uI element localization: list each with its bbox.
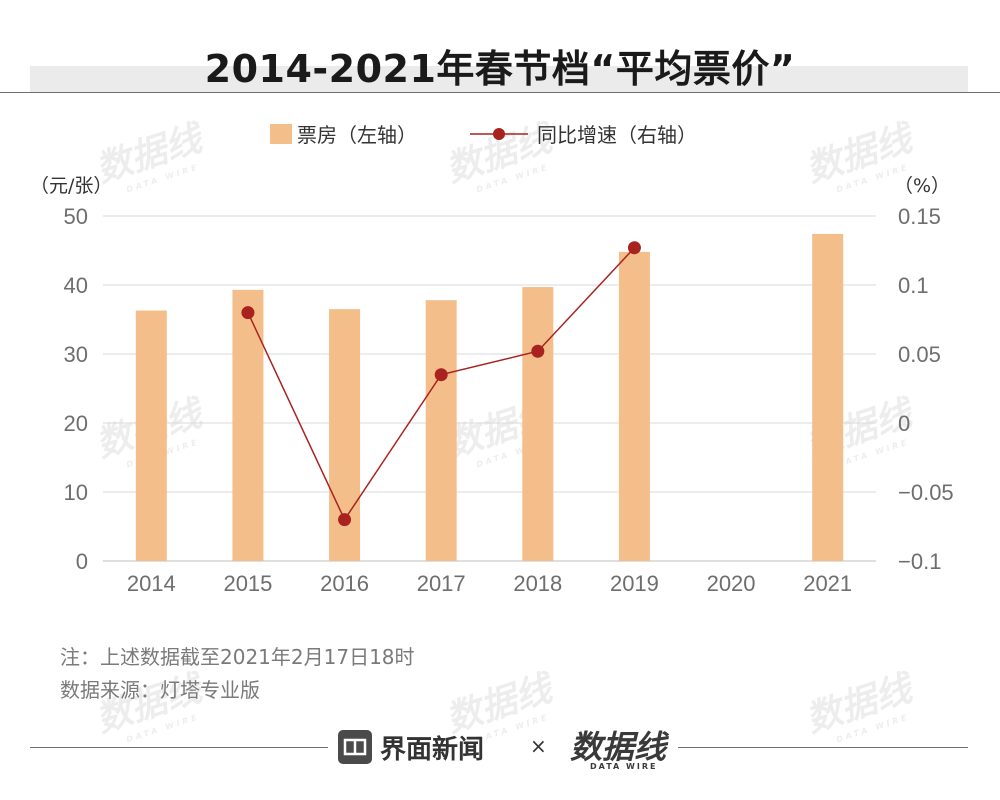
title-rule [0,92,1000,93]
footer-brand-datawire-sub: DATA WIRE [590,762,658,771]
x-axis-tick-label: 2018 [513,571,562,596]
bar-layer [135,233,844,561]
x-axis-tick-label: 2020 [707,571,756,596]
growth-point-2017 [434,368,448,382]
legend-line-marker [493,128,505,140]
bar-2019 [618,251,650,561]
growth-point-2019 [627,241,641,255]
x-axis-tick-label: 2021 [803,571,852,596]
bar-2015 [232,289,264,561]
right-axis-tick-label: 0.05 [898,342,941,367]
right-axis-unit: （%） [894,175,950,197]
left-axis-tick-label: 50 [64,204,88,229]
notes: 注：上述数据截至2021年2月17日18时 数据来源：灯塔专业版 [60,641,415,707]
legend-bar-swatch [270,124,292,144]
tick-layer: 0 10 20 30 40 50 −0.1 −0.05 0 0.05 0.1 0.15 2014 2015… [64,204,954,596]
line-layer [241,241,641,527]
left-axis-tick-label: 40 [64,273,88,298]
footer-brand-jiemian: 界面新闻 [380,735,485,765]
left-axis-tick-label: 30 [64,342,88,367]
source-line: 数据来源：灯塔专业版 [60,678,260,702]
legend-line-label: 同比增速（右轴） [537,123,697,147]
growth-point-2016 [338,513,352,527]
footer-times-sign: × [530,734,547,758]
grid-layer [103,215,876,562]
right-axis-tick-label: −0.05 [898,480,954,505]
right-axis-tick-label: 0.15 [898,204,941,229]
bar-2014 [135,310,167,561]
left-axis-unit: （元/张） [30,175,112,197]
x-axis-tick-label: 2016 [320,571,369,596]
growth-point-2018 [531,344,545,358]
legend: 票房（左轴） 同比增速（右轴） [270,123,697,147]
x-axis-tick-label: 2017 [417,571,466,596]
footer-divider-left [30,747,328,748]
footer-brand-datawire: 数据线 [570,728,667,766]
right-axis-tick-label: 0 [898,411,910,436]
bar-2017 [425,300,457,561]
right-axis-tick-label: −0.1 [898,549,941,574]
x-axis-tick-label: 2019 [610,571,659,596]
left-axis-tick-label: 0 [76,549,88,574]
left-axis-tick-label: 20 [64,411,88,436]
jiemian-logo-icon [338,730,372,764]
chart-title: 2014-2021年春节档“平均票价” [204,47,796,91]
right-axis-tick-label: 0.1 [898,273,929,298]
title-band [30,66,968,93]
footer-divider-right [678,747,968,748]
growth-point-2015 [241,306,255,320]
note-line: 注：上述数据截至2021年2月17日18时 [60,645,415,669]
left-axis-tick-label: 10 [64,480,88,505]
bar-2018 [522,287,554,561]
x-axis-tick-label: 2014 [127,571,176,596]
x-axis-tick-label: 2015 [223,571,272,596]
legend-bar-label: 票房（左轴） [297,123,417,147]
bar-2021 [812,233,844,561]
